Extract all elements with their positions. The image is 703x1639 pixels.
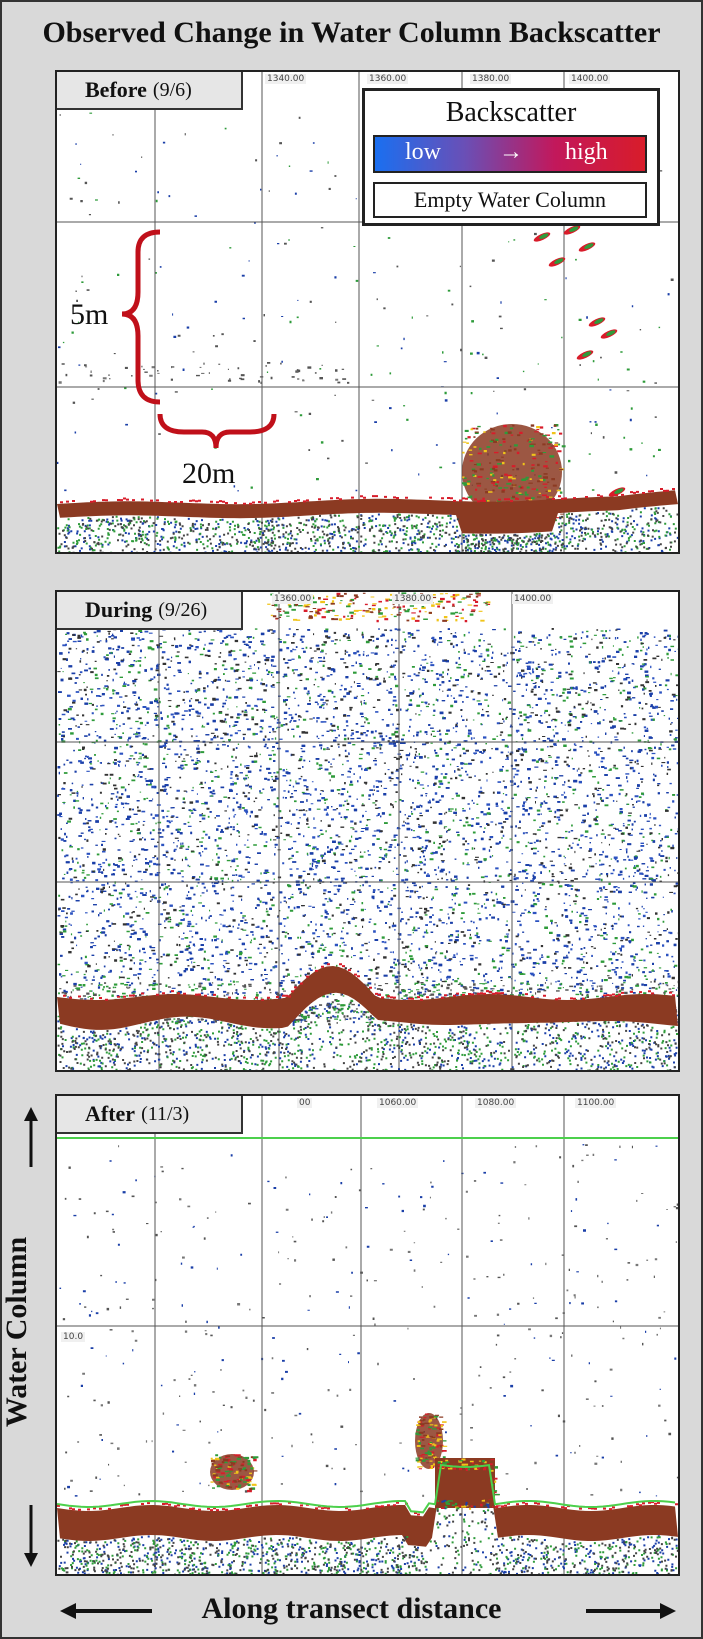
legend-empty-water-column: Empty Water Column xyxy=(373,182,647,218)
legend-low-label: low xyxy=(405,139,441,165)
backscatter-speckle xyxy=(466,424,564,522)
horizontal-axis-arrows xyxy=(60,1603,676,1619)
backscatter-speckle xyxy=(417,1413,447,1470)
panel-label-during: During (9/26) xyxy=(57,592,243,630)
tick-label: 1080.00 xyxy=(475,1098,517,1108)
fish-mark xyxy=(554,258,564,264)
arrow-up-icon xyxy=(24,1107,38,1121)
fish-mark xyxy=(584,243,594,249)
backscatter-speckle xyxy=(415,1415,447,1462)
legend-high-label: high xyxy=(565,139,608,165)
fish-mark xyxy=(594,318,604,324)
tick-label: 1100.00 xyxy=(575,1098,617,1108)
backscatter-speckle xyxy=(57,628,678,984)
fish-mark xyxy=(582,351,592,357)
tick-label: 1400.00 xyxy=(569,74,611,84)
tick-label: 00 xyxy=(297,1098,313,1108)
seafloor-return xyxy=(57,1469,678,1547)
horizontal-scale-bracket xyxy=(157,413,277,449)
echogram-after xyxy=(57,1096,678,1574)
tick-label: 1380.00 xyxy=(470,74,512,84)
tick-label: 1340.00 xyxy=(265,74,307,84)
panel-after: 00 1060.00 1080.00 1100.00 10.0 After (11… xyxy=(55,1094,680,1576)
vertical-axis-arrows xyxy=(24,1107,38,1567)
echogram-during xyxy=(57,592,678,1070)
sub-bottom-speckle xyxy=(57,507,677,552)
fish-mark xyxy=(614,488,624,494)
tick-label: 1400.00 xyxy=(512,594,554,604)
tick-label: 1380.00 xyxy=(392,594,434,604)
fish-mark xyxy=(606,330,616,336)
seafloor-return xyxy=(57,490,678,534)
backscatter-speckle xyxy=(211,1455,258,1491)
backscatter-speckle xyxy=(212,1454,259,1490)
fish-mark xyxy=(569,226,579,232)
scale-brackets xyxy=(121,229,277,449)
backscatter-legend: Backscatter low → high Empty Water Colum… xyxy=(362,88,660,226)
legend-title: Backscatter xyxy=(445,97,577,128)
legend-color-bar: low → high xyxy=(373,135,647,173)
echogram-before xyxy=(57,72,678,552)
seafloor-fringe xyxy=(57,1466,678,1516)
tick-label: 1360.00 xyxy=(272,594,314,604)
horizontal-scale-label: 20m xyxy=(182,457,236,490)
panel-label-before: Before (9/6) xyxy=(57,72,243,110)
backscatter-speckle xyxy=(70,1145,676,1497)
figure-title: Observed Change in Water Column Backscat… xyxy=(42,16,661,49)
tick-label: 1060.00 xyxy=(377,1098,419,1108)
vertical-scale-label: 5m xyxy=(70,298,109,331)
depth-tick-label: 10.0 xyxy=(61,1332,86,1342)
fish-school xyxy=(462,424,562,520)
fish-mark xyxy=(539,233,549,239)
horizontal-axis-label: Along transect distance xyxy=(201,1592,502,1625)
panel-during: 1360.00 1380.00 1400.00 During (9/26) xyxy=(55,590,680,1072)
arrow-right-icon xyxy=(660,1603,676,1619)
backscatter-speckle xyxy=(270,592,488,620)
backscatter-speckle xyxy=(57,982,678,1024)
vertical-scale-bracket xyxy=(121,229,161,405)
arrow-left-icon xyxy=(60,1603,76,1619)
arrow-down-icon xyxy=(24,1553,38,1567)
seafloor-fringe xyxy=(63,963,675,1001)
backscatter-speckle xyxy=(59,1144,677,1497)
panel-label-after: After (11/3) xyxy=(57,1096,243,1134)
legend-arrow: → xyxy=(499,139,523,165)
backscatter-speckle xyxy=(271,592,488,622)
vertical-axis-label: Water Column xyxy=(0,1236,33,1428)
bottom-detect-line xyxy=(57,1463,676,1514)
seafloor-return xyxy=(57,966,678,1030)
fish-school xyxy=(210,1454,254,1490)
tick-label: 1360.00 xyxy=(367,74,409,84)
